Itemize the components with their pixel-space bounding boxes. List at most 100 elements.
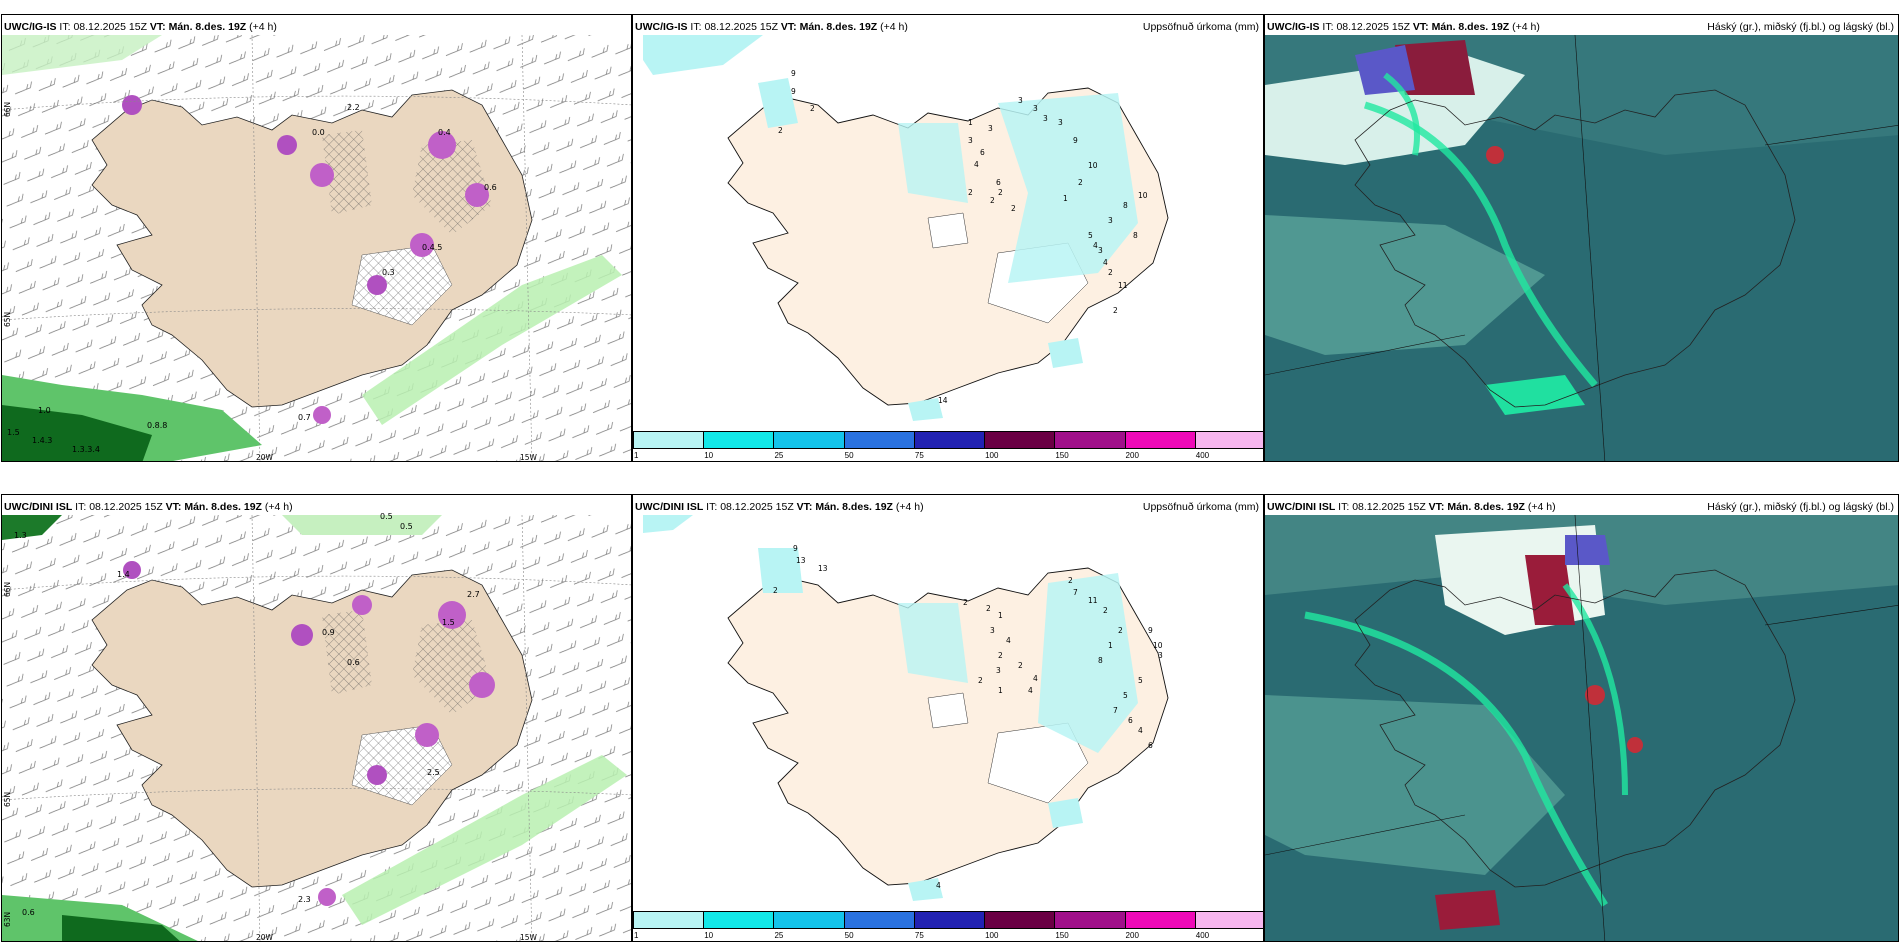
row2-precip-value: 3: [996, 666, 1001, 675]
row1-precip-value: 2: [1078, 178, 1083, 187]
sea-value: 0.5: [400, 522, 413, 531]
lat-label-63n: 63N: [3, 912, 12, 927]
land-value: 1.5: [442, 618, 455, 627]
colorbar-tick: 10: [704, 931, 714, 940]
colorbar-tick: 200: [1125, 931, 1139, 940]
colorbar-swatch: [773, 911, 845, 929]
row2-precip-panel: UWC/DINI ISL IT: 08.12.2025 15Z VT: Mán.…: [632, 494, 1264, 942]
sea-value: 0.6: [22, 908, 35, 917]
row1-precip-value: 4: [974, 160, 979, 169]
row1-precip-title: Uppsöfnuð úrkoma (mm): [1142, 21, 1259, 33]
row2-precip-value: 11: [1088, 596, 1098, 605]
row1-precip-value: 6: [980, 148, 985, 157]
row1-precip-value: 6: [996, 178, 1001, 187]
row2-precip-value: 4: [936, 881, 941, 890]
row2-precip-value: 1: [1108, 641, 1113, 650]
row2-precip-value: 2: [773, 586, 778, 595]
lead-time: (+4 h): [880, 21, 908, 33]
it-value: 08.12.2025 15Z: [89, 501, 163, 513]
row1-precip-value: 2: [990, 196, 995, 205]
colorbar-swatch: [1124, 431, 1196, 449]
lat-label-66n: 66N: [3, 582, 12, 597]
it-value: 08.12.2025 15Z: [704, 21, 778, 33]
vt-label: VT:: [1412, 21, 1429, 33]
land-value: 0.0: [312, 128, 325, 137]
sea-value: 1.3: [14, 531, 27, 540]
row1-precip-value: 5: [1088, 231, 1093, 240]
row1-precip-value: 2: [1108, 268, 1113, 277]
row2-precip-value: 3: [1158, 651, 1163, 660]
colorbar-swatch: [773, 431, 845, 449]
colorbar-tick: 200: [1125, 451, 1139, 460]
land-value: 0.6: [347, 658, 360, 667]
row1-cloud-map: [1265, 34, 1898, 461]
model-name: UWC/DINI ISL: [1267, 501, 1336, 513]
sea-value: 1.3.3.4: [72, 445, 100, 454]
it-value: 08.12.2025 15Z: [1352, 501, 1426, 513]
row1-precip-value: 3: [988, 124, 993, 133]
row2-cloud-map: [1265, 514, 1898, 941]
row1-precip-value: 3: [1043, 114, 1048, 123]
row2-precip-value: 7: [1113, 706, 1118, 715]
row2-synoptic-header: UWC/DINI ISL IT: 08.12.2025 15Z VT: Mán.…: [4, 501, 293, 513]
row1-precip-value: 10: [1088, 161, 1098, 170]
colorbar-swatch: [703, 431, 775, 449]
row1-precip-value: 2: [810, 104, 815, 113]
land-value: 0.9: [322, 628, 335, 637]
row2-precip-value: 6: [1128, 716, 1133, 725]
colorbar-tick: 100: [985, 931, 999, 940]
row2-precip-value: 4: [1006, 636, 1011, 645]
row1-precip-value: 4: [1103, 258, 1108, 267]
it-value: 08.12.2025 15Z: [73, 21, 147, 33]
lead-time: (+4 h): [895, 501, 924, 513]
row2-precip-value: 2: [978, 676, 983, 685]
row1-precip-value: 3: [968, 136, 973, 145]
colorbar-swatch: [984, 911, 1056, 929]
colorbar-tick: 50: [844, 931, 854, 940]
vt-value: Mán. 8.des. 19Z: [1431, 21, 1510, 33]
it-label: IT:: [706, 501, 718, 513]
row2-precip-value: 2: [1068, 576, 1073, 585]
row2-precip-value: 4: [1138, 726, 1143, 735]
row2-precip-value: 6: [1148, 741, 1153, 750]
lon-label-15w: 15W: [520, 453, 538, 462]
row2-precip-value: 10: [1153, 641, 1163, 650]
row1-precip-value: 3: [1058, 118, 1063, 127]
row1-synoptic-header: UWC/IG-IS IT: 08.12.2025 15Z VT: Mán. 8.…: [4, 21, 277, 33]
lon-label-20w: 20W: [256, 453, 274, 462]
row2-precip-value: 13: [796, 556, 806, 565]
row2-precip-value: 5: [1123, 691, 1128, 700]
sea-value: 0.5: [380, 512, 393, 521]
row2-synoptic-panel: UWC/DINI ISL IT: 08.12.2025 15Z VT: Mán.…: [1, 494, 632, 942]
land-value: 0.3: [382, 268, 395, 277]
colorbar-tick: 1: [634, 931, 639, 940]
vt-value: Mán. 8.des. 19Z: [1447, 501, 1525, 513]
colorbar-tick: 25: [774, 931, 784, 940]
colorbar-swatch: [1194, 911, 1263, 929]
row1-precip-value: 3: [1108, 216, 1113, 225]
row1-cloud-title: Háský (gr.), miðský (fj.bl.) og lágský (…: [1707, 21, 1894, 33]
lat-label-66n: 66N: [3, 102, 12, 117]
row1-precip-value: 2: [1113, 306, 1118, 315]
colorbar-tick: 100: [985, 451, 999, 460]
colorbar-tick: 75: [914, 931, 924, 940]
row2-precip-value: 2: [998, 651, 1003, 660]
row1-precip-value: 8: [1123, 201, 1128, 210]
model-name: UWC/DINI ISL: [635, 501, 704, 513]
row2-precip-value: 9: [793, 544, 798, 553]
row1-cloud-header: UWC/IG-IS IT: 08.12.2025 15Z VT: Mán. 8.…: [1267, 21, 1540, 33]
vt-value: Mán. 8.des. 19Z: [184, 501, 262, 513]
it-value: 08.12.2025 15Z: [1336, 21, 1410, 33]
row1-precip-value: 8: [1133, 231, 1138, 240]
lead-time: (+4 h): [1527, 501, 1556, 513]
colorbar-swatch: [1054, 911, 1126, 929]
colorbar-swatch: [633, 911, 705, 929]
lon-label-20w: 20W: [256, 933, 274, 942]
row2-cloud-title: Háský (gr.), miðský (fj.bl.) og lágský (…: [1707, 501, 1894, 513]
vt-value: Mán. 8.des. 19Z: [168, 21, 247, 33]
sea-value: 1.4.3: [32, 436, 52, 445]
row2-precip-value: 2: [1018, 661, 1023, 670]
lead-time: (+4 h): [264, 501, 293, 513]
